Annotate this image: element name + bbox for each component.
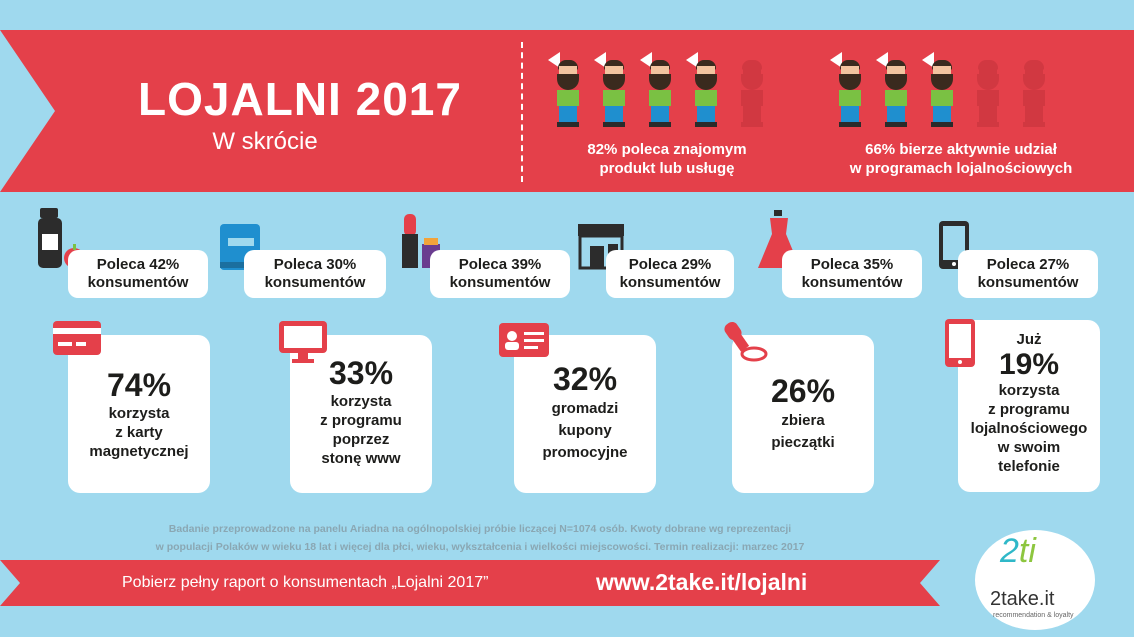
recommend-label: Poleca 39% xyxy=(458,256,542,273)
person-icon xyxy=(922,52,962,130)
usage-desc: pieczątki xyxy=(771,434,835,451)
footnote-line1: Badanie przeprowadzone na panelu Ariadna… xyxy=(168,523,792,535)
usage-percent: 19% xyxy=(998,348,1060,381)
usage-prefix: Już xyxy=(1016,331,1042,348)
usage-desc: korzysta xyxy=(330,393,392,410)
recommend-label: Poleca 42% xyxy=(96,256,180,273)
logo-background xyxy=(975,530,1095,630)
recommend-card-6: Poleca 27% konsumentów xyxy=(958,250,1098,298)
footer-banner xyxy=(0,560,940,606)
recommend-sublabel: konsumentów xyxy=(264,274,366,291)
page-title: LOJALNI 2017 xyxy=(138,73,462,125)
recommend-sublabel: konsumentów xyxy=(449,274,551,291)
header-divider xyxy=(521,42,523,182)
usage-desc: stonę www xyxy=(321,450,401,467)
footnote-line2: w populacji Polaków w wieku 18 lat i wię… xyxy=(155,541,805,553)
usage-card-phone: Już 19% korzysta z programu lojalnościow… xyxy=(958,320,1100,492)
usage-desc: z programu xyxy=(988,401,1070,418)
person-icon xyxy=(594,52,634,130)
logo-tagline: recommendation & loyalty xyxy=(993,612,1074,619)
person-faded-icon xyxy=(968,52,1008,130)
usage-percent: 33% xyxy=(328,355,394,391)
usage-desc: zbiera xyxy=(781,412,825,429)
stat-loyalty: 66% bierze aktywnie udział w programach … xyxy=(826,140,1096,178)
usage-card-www: 33% korzysta z programu poprzez stonę ww… xyxy=(290,335,432,493)
usage-desc: korzysta xyxy=(108,405,170,422)
recommend-sublabel: konsumentów xyxy=(977,274,1079,291)
person-faded-icon xyxy=(1014,52,1054,130)
recommend-card-5: Poleca 35% konsumentów xyxy=(782,250,922,298)
recommend-label: Poleca 30% xyxy=(273,256,357,273)
logo-mark: 2ti xyxy=(1000,532,1036,571)
person-icon xyxy=(830,52,870,130)
recommend-sublabel: konsumentów xyxy=(87,274,189,291)
recommend-card-3: Poleca 39% konsumentów xyxy=(430,250,570,298)
people-group-82 xyxy=(548,52,772,130)
recommend-card-1: Poleca 42% konsumentów xyxy=(68,250,208,298)
person-icon xyxy=(876,52,916,130)
stat-loyalty-line2: w programach lojalnościowych xyxy=(849,160,1073,177)
monitor-icon xyxy=(279,321,327,363)
recommend-card-4: Poleca 29% konsumentów xyxy=(606,250,734,298)
usage-card-card: 74% korzysta z karty magnetycznej xyxy=(68,335,210,493)
recommend-sublabel: konsumentów xyxy=(801,274,903,291)
usage-desc: z karty xyxy=(115,424,163,441)
card-icon xyxy=(53,321,101,355)
usage-desc: z programu xyxy=(320,412,402,429)
survey-footnote: Badanie przeprowadzone na panelu Ariadna… xyxy=(70,520,890,556)
usage-desc: gromadzi xyxy=(551,400,619,417)
usage-desc: poprzez xyxy=(332,431,390,448)
stat-loyalty-line1: 66% bierze aktywnie udział xyxy=(865,141,1057,158)
person-icon xyxy=(640,52,680,130)
recommend-label: Poleca 35% xyxy=(810,256,894,273)
usage-desc: telefonie xyxy=(998,458,1060,475)
phone-icon xyxy=(945,319,975,367)
usage-desc: korzysta xyxy=(998,382,1060,399)
logo-mark-ti: ti xyxy=(1018,532,1036,570)
download-cta: Pobierz pełny raport o konsumentach „Loj… xyxy=(122,574,489,591)
usage-percent: 26% xyxy=(770,373,836,409)
usage-desc: lojalnościowego xyxy=(970,420,1088,437)
recommend-label: Poleca 27% xyxy=(986,256,1070,273)
recommend-sublabel: konsumentów xyxy=(619,274,721,291)
person-faded-icon xyxy=(732,52,772,130)
person-icon xyxy=(686,52,726,130)
logo-mark-2: 2 xyxy=(1000,532,1019,570)
recommend-card-2: Poleca 30% konsumentów xyxy=(244,250,386,298)
stat-recommend: 82% poleca znajomym produkt lub usługę xyxy=(572,140,762,178)
usage-percent: 32% xyxy=(552,361,618,397)
coupon-icon xyxy=(499,323,549,357)
stamp-icon xyxy=(724,321,768,362)
usage-card-coupons: 32% gromadzi kupony promocyjne xyxy=(514,335,656,493)
usage-desc: kupony xyxy=(558,422,612,439)
people-group-66 xyxy=(830,52,1054,130)
recommend-label: Poleca 29% xyxy=(628,256,712,273)
usage-desc: promocyjne xyxy=(542,444,628,461)
logo-name: 2take.it xyxy=(990,588,1055,610)
usage-desc: w swoim xyxy=(997,439,1061,456)
shop-icon xyxy=(578,224,624,270)
usage-percent: 74% xyxy=(106,367,172,403)
report-link[interactable]: www.2take.it/lojalni xyxy=(596,569,808,595)
page-subtitle: W skrócie xyxy=(212,128,318,155)
stat-recommend-line1: 82% poleca znajomym xyxy=(587,141,747,158)
person-icon xyxy=(548,52,588,130)
stat-recommend-line2: produkt lub usługę xyxy=(599,160,735,177)
usage-desc: magnetycznej xyxy=(89,443,189,460)
